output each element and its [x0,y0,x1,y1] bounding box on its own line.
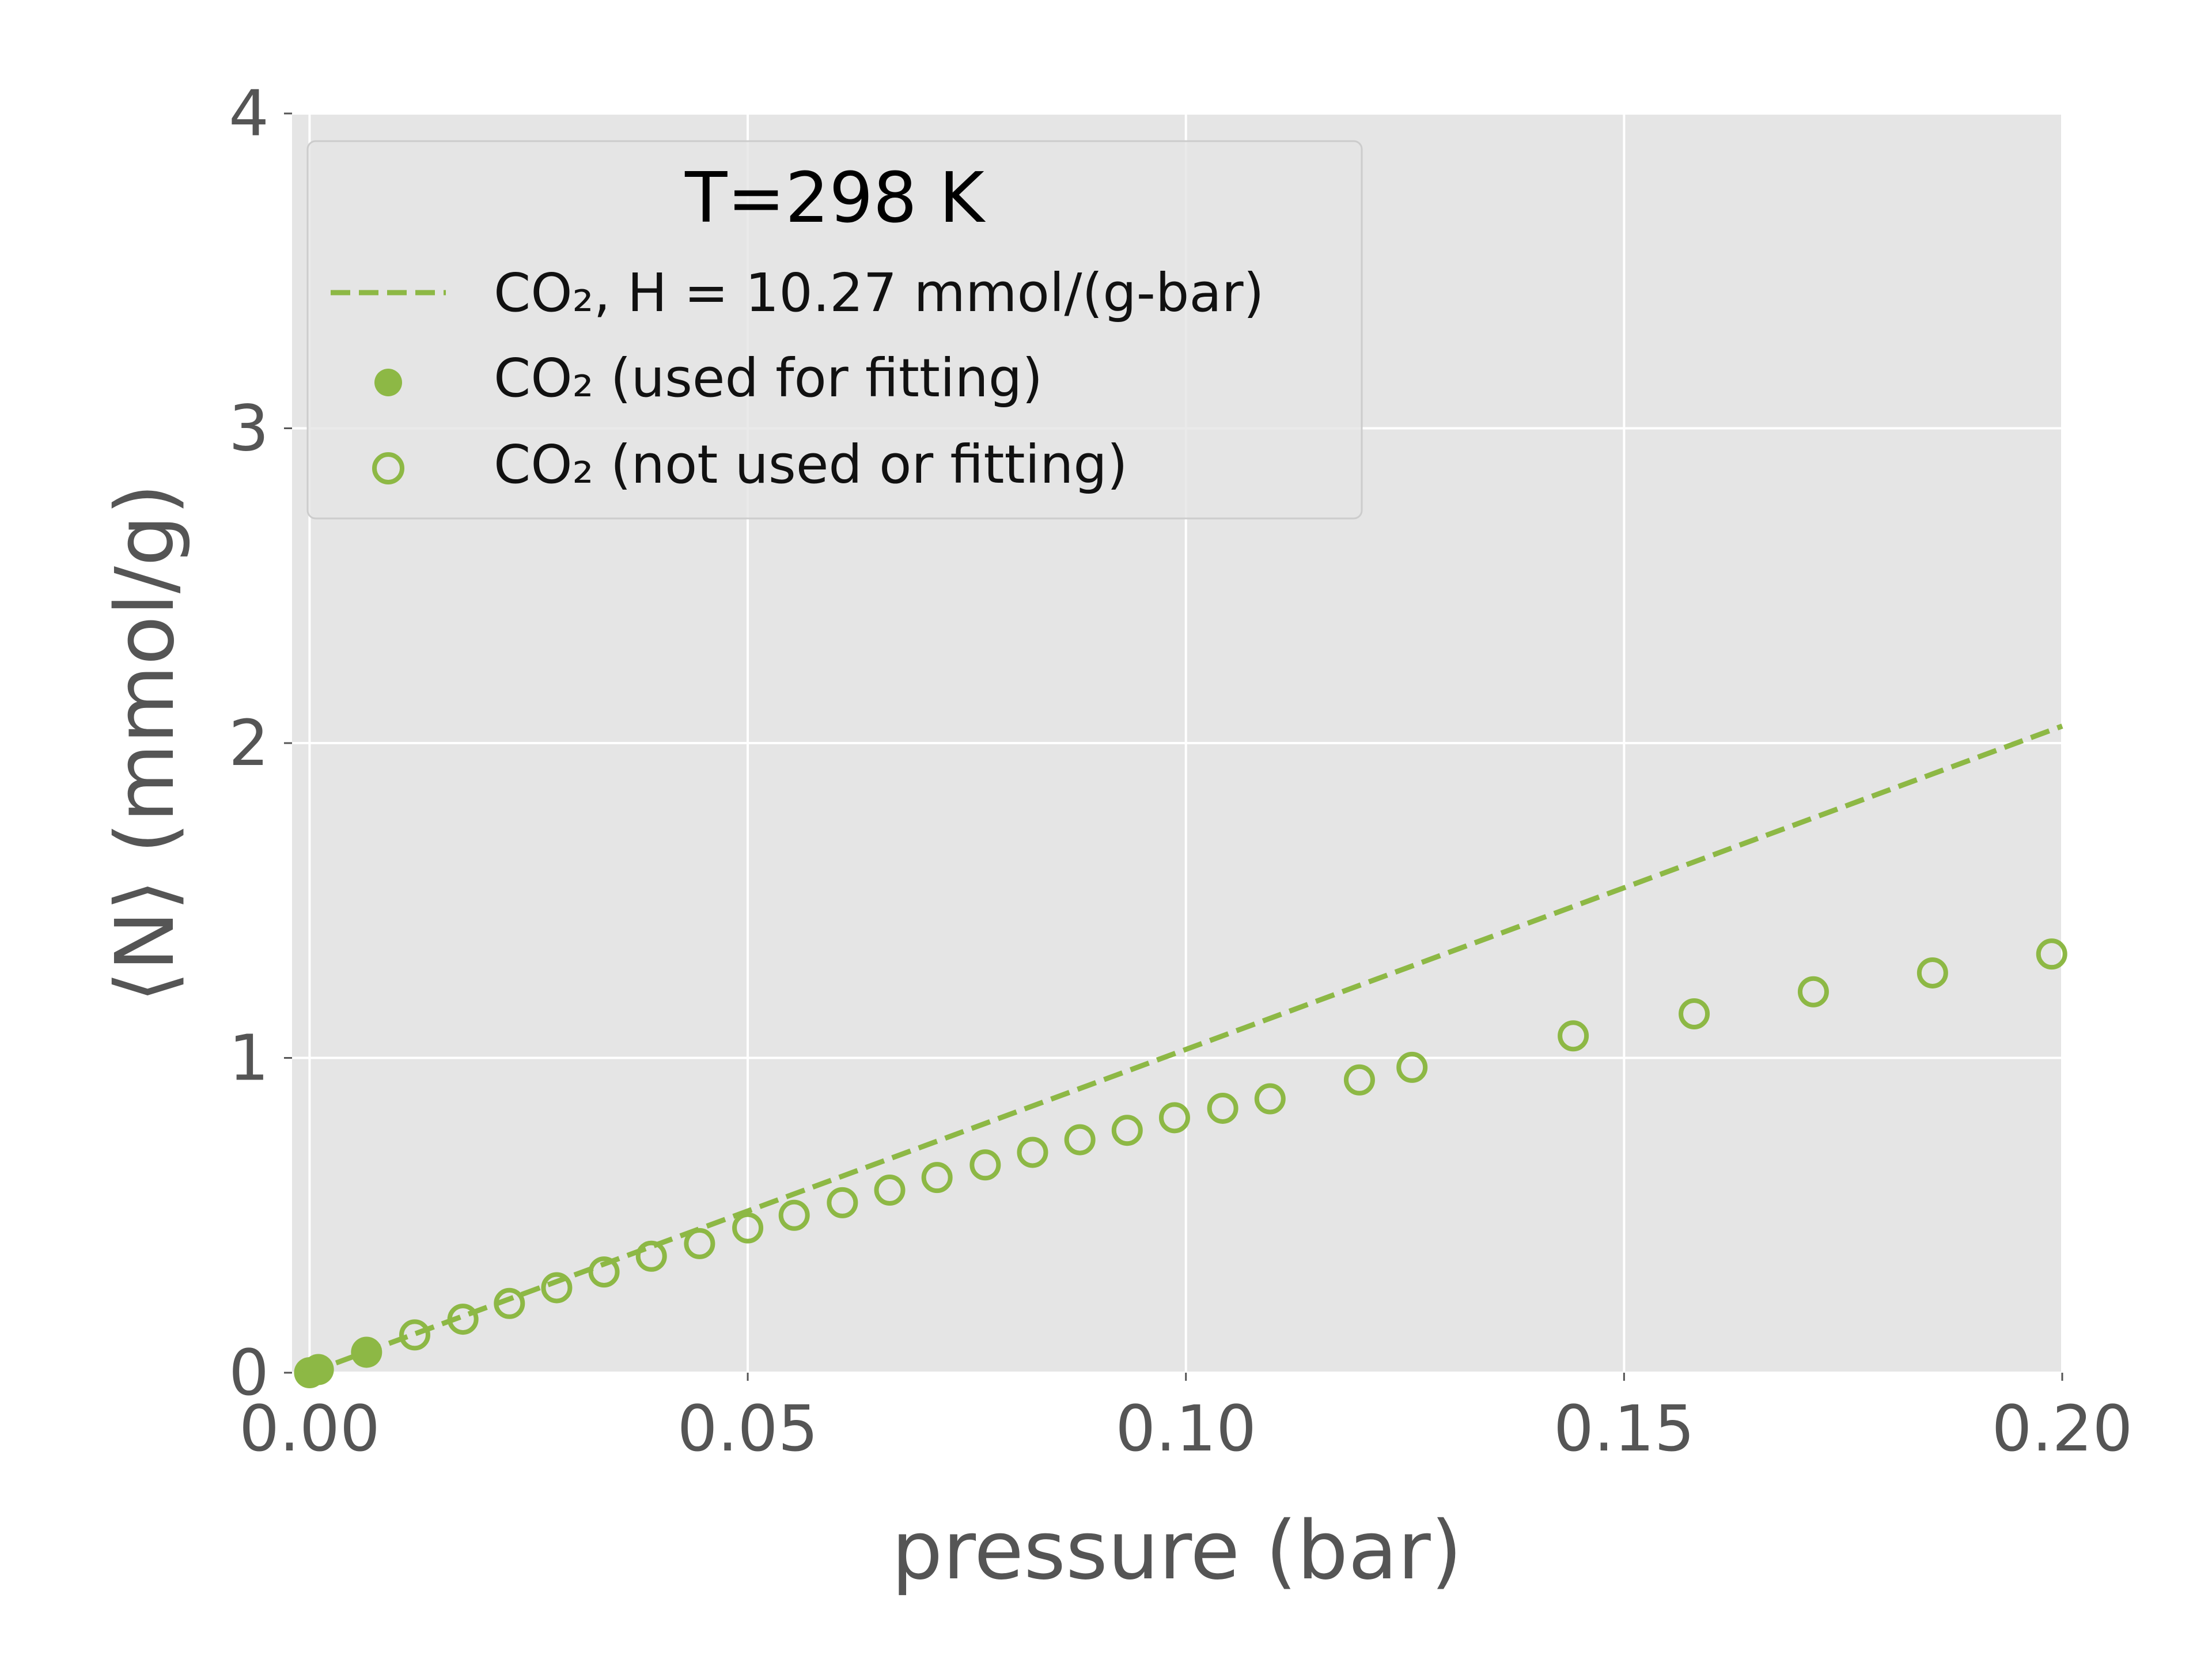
open-data-point [1158,1102,1190,1134]
open-data-point [588,1256,620,1288]
y-tick-label: 4 [229,77,269,150]
fit-line [308,724,2063,1376]
open-data-point [1064,1124,1096,1156]
open-data-point [1797,976,1829,1007]
legend-open-marker-swatch [372,452,404,484]
open-data-point [1916,957,1948,988]
legend-box [306,140,1363,520]
x-tick-label: 0.20 [1992,1392,2133,1465]
open-data-point [1207,1092,1238,1124]
open-data-point [684,1228,715,1259]
open-data-point [1396,1051,1428,1083]
open-data-point [1558,1020,1589,1052]
open-data-point [778,1199,810,1231]
chart-marks [294,724,2067,1388]
open-data-point [921,1162,953,1194]
open-data-point [2036,938,2067,970]
open-data-point [1017,1137,1048,1168]
x-tick-label: 0.00 [239,1392,380,1465]
x-tick-label: 0.10 [1115,1392,1256,1465]
y-tick-label: 0 [229,1336,269,1410]
open-data-point [541,1272,573,1304]
open-data-point [447,1304,479,1335]
filled-data-point [351,1336,382,1368]
filled-data-point [302,1354,334,1385]
x-axis-label: pressure (bar) [892,1504,1463,1598]
y-tick-label: 2 [229,706,269,780]
legend-entry-used-for-fitting: CO₂ (used for fitting) [494,347,1043,409]
legend-title: T=298 K [684,158,986,238]
legend-entry-not-used-for-fitting: CO₂ (not used or fitting) [494,434,1128,495]
x-tick-label: 0.05 [677,1392,819,1465]
open-data-point [635,1240,667,1272]
open-data-point [969,1149,1001,1181]
axis-ticks: 0.00 0.05 0.10 0.15 0.20 0 1 2 3 4 [229,77,2133,1465]
open-data-point [494,1287,525,1319]
open-data-point [827,1187,858,1218]
x-tick-label: 0.15 [1554,1392,1695,1465]
open-data-point [1111,1115,1143,1146]
open-data-point [399,1319,430,1351]
y-tick-label: 3 [229,392,269,465]
open-data-point [1254,1083,1286,1115]
open-data-point [1343,1064,1375,1096]
legend-filled-marker-swatch [374,369,402,396]
open-data-point [732,1212,764,1244]
legend-entry-fit-line: CO₂, H = 10.27 mmol/(g-bar) [494,262,1264,324]
open-data-point [874,1175,906,1206]
y-tick-label: 1 [229,1021,269,1095]
open-data-point [1679,998,1710,1029]
legend: T=298 K CO₂, H = 10.27 mmol/(g-bar) CO₂ … [306,140,1363,520]
y-axis-label: ⟨N⟩ (mmol/g) [99,483,192,1002]
